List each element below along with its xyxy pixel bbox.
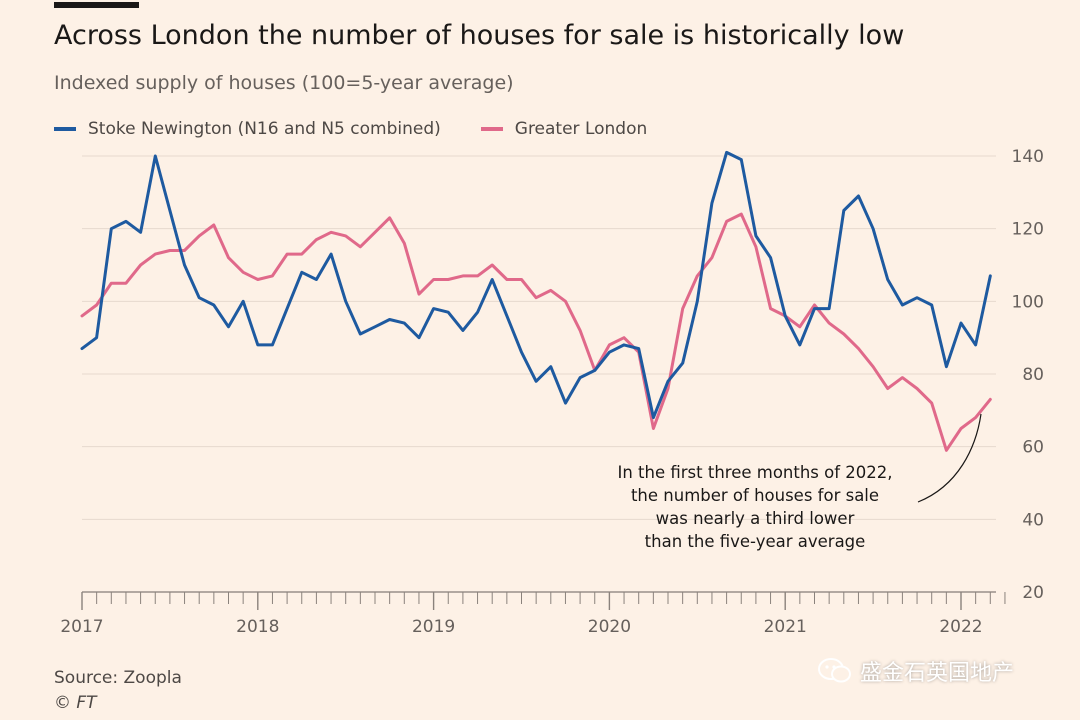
annotation-line-3: was nearly a third lower [656, 509, 855, 528]
watermark-text: 盛金石英国地产 [860, 661, 1015, 686]
chart-title: Across London the number of houses for s… [54, 20, 905, 51]
x-tick-label-2017: 2017 [60, 617, 103, 637]
x-tick-label-2020: 2020 [588, 617, 631, 637]
legend-item-greater-london: Greater London [480, 119, 648, 139]
source-note: Source: Zoopla [54, 668, 182, 688]
annotation-line-1: In the first three months of 2022, [617, 463, 892, 482]
x-tick-label-2018: 2018 [236, 617, 279, 637]
series-line-stoke-newington [80, 150, 992, 420]
legend-swatch-greater-london [480, 127, 503, 131]
x-tick-label-2019: 2019 [412, 617, 455, 637]
legend-swatch-stoke-newington [54, 127, 76, 131]
legend-item-stoke-newington: Stoke Newington (N16 and N5 combined) [54, 119, 441, 139]
legend-label-greater-london: Greater London [514, 119, 648, 139]
y-tick-label-40: 40 [1022, 510, 1044, 530]
y-tick-label-120: 120 [1012, 220, 1044, 240]
legend: Stoke Newington (N16 and N5 combined) Gr… [54, 118, 687, 140]
y-tick-label-60: 60 [1022, 438, 1044, 458]
legend-label-stoke-newington: Stoke Newington (N16 and N5 combined) [88, 119, 441, 139]
annotation-line-4: than the five-year average [645, 532, 866, 551]
chart-subtitle: Indexed supply of houses (100=5-year ave… [54, 72, 514, 94]
series-line-greater-london [80, 212, 992, 452]
x-tick-label-2022: 2022 [939, 617, 982, 637]
copyright-note: © FT [54, 693, 97, 713]
title-accent-bar [54, 2, 139, 8]
x-tick-label-2021: 2021 [764, 617, 807, 637]
watermark: 盛金石英国地产 [818, 655, 1014, 687]
annotation-connector [917, 413, 982, 503]
y-tick-label-20: 20 [1022, 583, 1044, 603]
y-tick-label-140: 140 [1012, 147, 1044, 167]
wechat-icon [818, 658, 851, 683]
y-tick-label-80: 80 [1022, 365, 1044, 385]
annotation-line-2: the number of houses for sale [631, 486, 879, 505]
y-tick-label-100: 100 [1012, 292, 1044, 312]
